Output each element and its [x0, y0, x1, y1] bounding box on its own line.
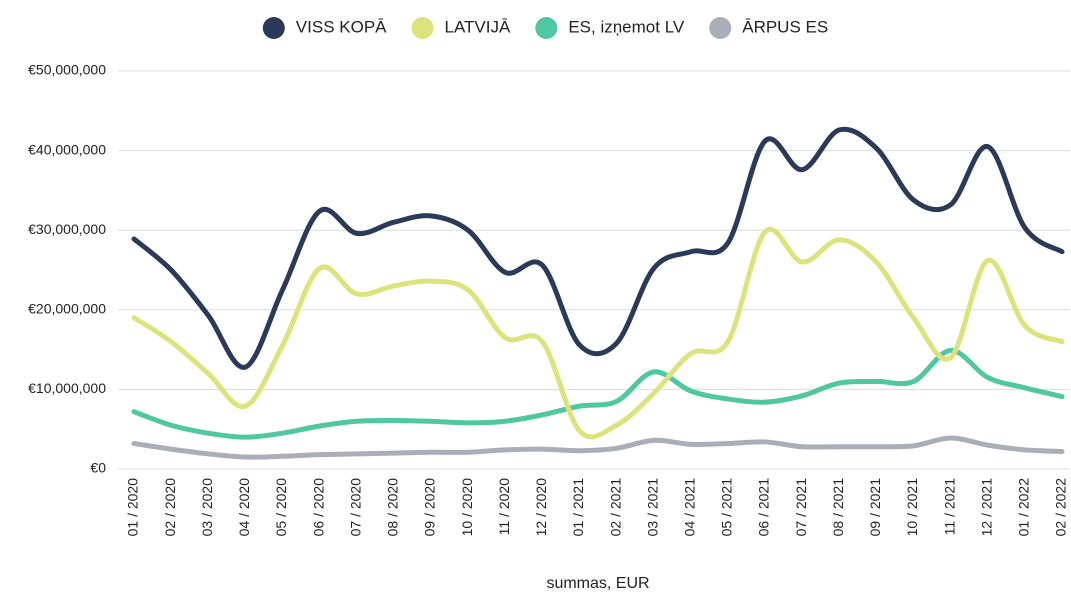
- x-axis-label: summas, EUR: [546, 575, 649, 592]
- legend-swatch: [709, 17, 732, 39]
- x-tick-label: 12 / 2021: [978, 478, 994, 537]
- x-tick-label: 06 / 2020: [310, 478, 326, 537]
- x-tick-label: 04 / 2020: [236, 478, 252, 537]
- x-tick-label: 09 / 2021: [867, 478, 883, 537]
- x-tick-label: 11 / 2021: [941, 478, 957, 536]
- legend: VISS KOPĀ LATVIJĀ ES, izņemot LV ĀRPUS ES: [262, 17, 828, 39]
- series-line: [131, 347, 1065, 440]
- series-line: [131, 435, 1065, 460]
- y-tick-label: €20,000,000: [28, 301, 106, 317]
- x-tick-label: 10 / 2021: [904, 478, 920, 537]
- x-tick-label: 03 / 2020: [199, 478, 215, 537]
- legend-label: VISS KOPĀ: [296, 17, 387, 36]
- x-tick-label: 01 / 2021: [570, 478, 586, 537]
- x-tick-label: 04 / 2021: [682, 478, 698, 537]
- series-line: [131, 126, 1065, 370]
- y-tick-label: €50,000,000: [28, 62, 106, 78]
- x-tick-label: 08 / 2020: [385, 478, 401, 537]
- x-tick-label: 07 / 2020: [347, 478, 363, 537]
- x-tick-label: 03 / 2021: [644, 478, 660, 537]
- y-tick-label: €10,000,000: [28, 380, 106, 396]
- x-tick-label: 10 / 2020: [459, 478, 475, 537]
- series-line: [131, 226, 1065, 440]
- x-tick-label: 12 / 2020: [533, 478, 549, 537]
- x-tick-label: 02 / 2022: [1053, 478, 1069, 537]
- x-tick-label: 05 / 2021: [719, 478, 735, 537]
- x-tick-label: 01 / 2020: [125, 478, 141, 537]
- legend-swatch: [411, 17, 434, 39]
- x-tick-label: 08 / 2021: [830, 478, 846, 537]
- x-tick-label: 02 / 2021: [607, 478, 623, 537]
- x-tick-label: 07 / 2021: [793, 478, 809, 537]
- y-tick-label: €0: [90, 460, 106, 476]
- x-tick-label: 11 / 2020: [496, 478, 512, 536]
- legend-swatch: [535, 17, 558, 39]
- y-tick-label: €40,000,000: [28, 141, 106, 157]
- x-tick-label: 09 / 2020: [422, 478, 438, 537]
- legend-label: LATVIJĀ: [444, 17, 510, 36]
- x-tick-label: 01 / 2022: [1016, 478, 1032, 537]
- legend-label: ES, izņemot LV: [568, 17, 685, 36]
- x-tick-label: 05 / 2020: [273, 478, 289, 537]
- x-tick-label: 02 / 2020: [162, 478, 178, 537]
- x-tick-label: 06 / 2021: [756, 478, 772, 537]
- legend-swatch: [262, 17, 285, 39]
- legend-label: ĀRPUS ES: [742, 17, 828, 36]
- y-tick-label: €30,000,000: [28, 221, 106, 237]
